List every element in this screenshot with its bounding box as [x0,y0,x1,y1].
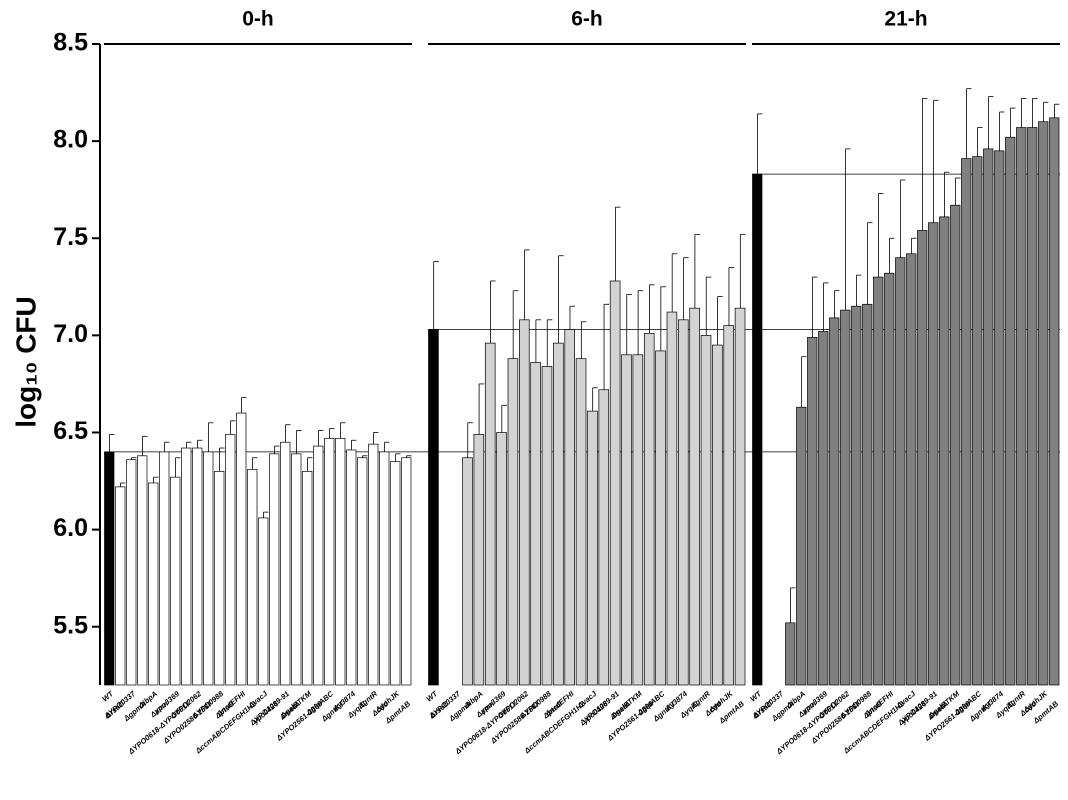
bar [335,437,346,686]
bar [575,358,587,686]
bar [689,307,700,686]
bar [1005,136,1016,686]
bar [829,317,840,686]
x-tick-label: WT [100,688,116,703]
bar [401,457,412,686]
bar [291,453,302,686]
bar [462,457,473,686]
bar [994,150,1005,686]
bar [1049,117,1060,686]
bar [269,453,280,686]
bar [258,517,269,686]
bar [302,470,313,686]
bar [214,470,225,686]
y-tick-label: 7.5 [53,223,88,251]
bar [247,469,258,686]
bar [906,253,917,686]
bar [192,447,203,686]
bar [390,461,401,686]
panel-title: 6-h [571,8,603,31]
bar [796,406,807,686]
bar [862,303,873,686]
bar [895,257,906,686]
bar [203,451,214,686]
bar [115,486,126,686]
bar [785,622,796,686]
bar [807,336,818,686]
y-axis-label: log₁₀ CFU [10,296,41,428]
bar [159,451,170,686]
bar [324,437,335,686]
bar [598,389,610,686]
bar [818,331,829,686]
bar [564,329,575,686]
bar [983,148,994,686]
bar [530,362,541,686]
bar [553,342,564,686]
bar [643,333,655,686]
bar [484,342,496,686]
bar [609,280,621,686]
bar [840,309,851,686]
bar [280,441,291,686]
y-tick-label: 6.5 [53,417,88,445]
bar [587,410,598,686]
bar [655,350,666,686]
y-tick-label: 6.0 [53,514,88,542]
bar [678,319,689,686]
bar [734,307,746,686]
bar [700,335,712,686]
y-tick-label: 8.0 [53,126,88,154]
bar [1027,127,1038,686]
y-tick-label: 5.5 [53,611,88,639]
bar [519,319,530,686]
bar [666,311,678,686]
bar [541,366,553,686]
bar [357,457,368,686]
bar [313,445,324,686]
bar [723,325,734,686]
bar [884,272,895,686]
bar [137,455,148,686]
bar [181,447,192,686]
bar [873,276,884,686]
bar [236,412,247,686]
bar [972,156,983,686]
wt-bar [104,451,115,686]
x-tick-label: WT [748,688,764,703]
wt-bar [428,329,439,686]
bar [346,449,357,686]
bar [126,459,137,686]
bar [632,354,644,686]
bar [225,434,236,686]
bar [621,354,632,686]
bar [1038,121,1049,686]
bar [148,482,159,686]
bar [473,434,485,686]
panel-title: 0-h [242,8,274,31]
bar [507,358,519,686]
bar [917,230,928,686]
bar [1016,127,1027,686]
bar [496,432,507,686]
bar [851,305,862,686]
bar [928,222,939,686]
bar [712,344,723,686]
x-tick-label: WT [425,688,441,703]
bar [961,158,972,686]
panel-title: 21-h [884,8,927,31]
wt-bar [752,173,763,686]
y-tick-label: 8.5 [53,29,88,57]
bar [368,443,379,686]
bar [950,204,961,686]
y-tick-label: 7.0 [53,320,88,348]
bar [379,451,390,686]
bar [170,476,181,686]
bar [939,216,950,686]
